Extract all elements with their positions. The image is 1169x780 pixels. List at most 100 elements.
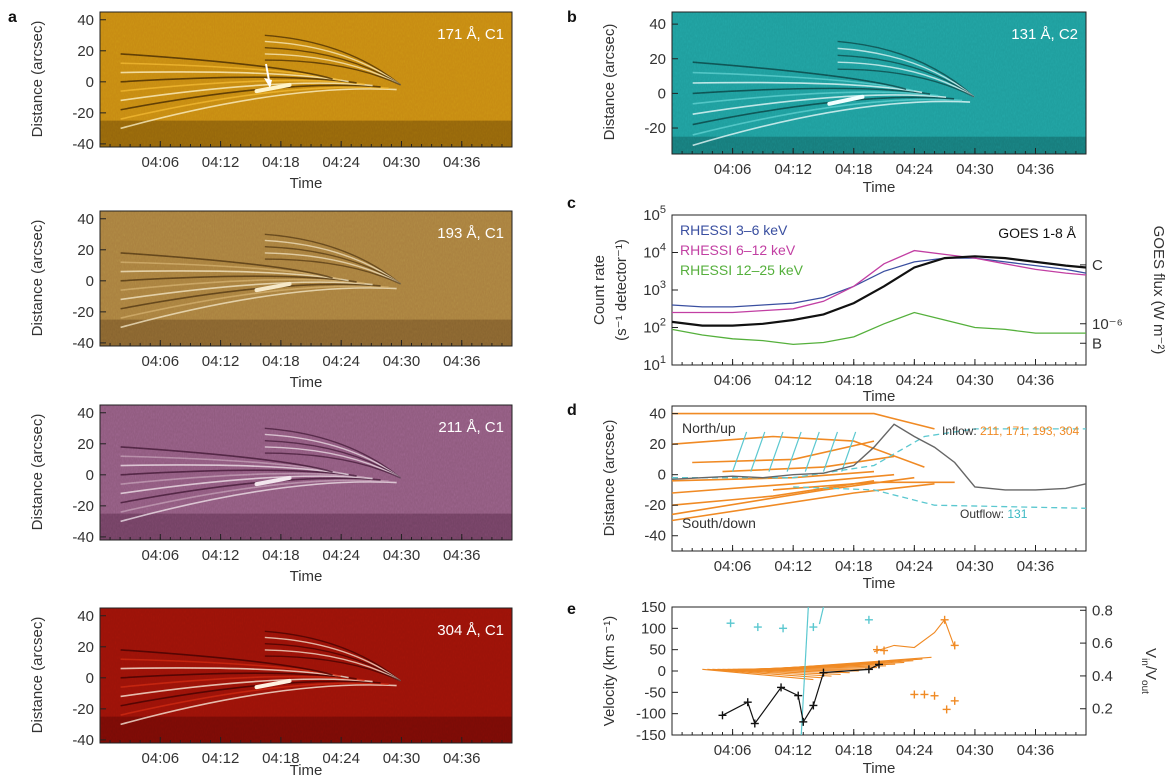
y-tick-label: 0	[658, 663, 666, 680]
inflow-track	[707, 668, 823, 679]
outflow-track	[818, 606, 825, 625]
x-tick-label: 04:06	[714, 742, 752, 759]
x-tick-label: 04:30	[383, 353, 421, 370]
y-tick-label: 20	[77, 639, 94, 656]
inflow-track	[671, 473, 895, 494]
y2-tick-label: 0.2	[1092, 701, 1113, 718]
y-tick-label: 103	[643, 279, 666, 299]
x-tick-label: 04:24	[322, 154, 360, 171]
x-tick-label: 04:30	[956, 161, 994, 178]
x-tick-label: 04:36	[1017, 558, 1055, 575]
x-tick-label: 04:36	[443, 154, 481, 171]
y-tick-label: -100	[636, 706, 666, 723]
y-axis-label: Count rate	[591, 255, 608, 325]
outflow-annotation: Outflow: 131	[960, 507, 1028, 521]
y-axis: 40 20 0 -20 -40	[72, 405, 106, 546]
y-tick-label: 40	[77, 211, 94, 228]
x-axis: 04:06 04:12 04:18 04:24 04:30 04:36	[681, 148, 1077, 178]
x-tick-label: 04:24	[896, 161, 934, 178]
y-tick-label: -20	[72, 304, 94, 321]
panel-letter-a: a	[8, 9, 17, 26]
inflow-annotation: Inflow: 211, 171, 193, 304	[942, 424, 1080, 438]
y-tick-label: 100	[641, 620, 666, 637]
y2-tick-label: 0.6	[1092, 635, 1113, 652]
y-axis: 40 20 0 -20 -40	[72, 608, 106, 749]
y-tick-label: 40	[649, 406, 666, 423]
y-tick-label: 104	[643, 242, 666, 262]
y2-tick-label: 0.8	[1092, 602, 1113, 619]
inflow-track	[671, 480, 875, 506]
y-axis-label: Distance (arcsec)	[601, 420, 618, 537]
x-tick-label: 04:36	[443, 750, 481, 767]
y-axis-label: Velocity (km s⁻¹)	[601, 616, 618, 726]
south-annotation: South/down	[682, 515, 756, 531]
x-tick-label: 04:12	[202, 154, 240, 171]
y-axis: 105 104 103 102 101	[643, 204, 678, 374]
outflow-track	[800, 606, 809, 736]
x-axis-label: Time	[863, 388, 896, 405]
outflow-track	[672, 428, 1086, 479]
y2-tick-label: 0.4	[1092, 668, 1113, 685]
y-axis-label: Distance (arcsec)	[29, 414, 46, 531]
panel-letter-b: b	[567, 9, 577, 26]
x-axis-label: Time	[290, 374, 323, 391]
outflow-track	[793, 486, 1087, 509]
legend-entry: RHESSI 6–12 keV	[680, 242, 796, 258]
inflow-outflow-tracks	[671, 412, 1087, 522]
y-tick-label: 0	[86, 670, 94, 687]
x-tick-label: 04:24	[896, 558, 934, 575]
y-tick-label: 50	[649, 642, 666, 659]
x-tick-label: 04:06	[142, 154, 180, 171]
channel-label: 131 Å, C2	[1011, 26, 1078, 43]
y-tick-label: 105	[643, 204, 666, 224]
x-tick-label: 04:18	[835, 372, 873, 389]
y-tick-label: -20	[72, 105, 94, 122]
series-line	[671, 311, 1086, 346]
y2-axis: 0.8 0.6 0.4 0.2	[1080, 602, 1113, 718]
x-tick-label: 04:18	[835, 161, 873, 178]
y-axis: 40 20 0 -20 -40	[644, 406, 678, 545]
y-tick-label: 101	[643, 354, 666, 374]
panel-c: 105 104 103 102 101 04:06 04:12 04:18 04:24 04:3…	[591, 204, 1167, 405]
x-axis-label: Time	[290, 175, 323, 192]
x-tick-label: 04:18	[262, 353, 300, 370]
outflow-track	[786, 431, 802, 472]
x-axis-label: Time	[290, 568, 323, 585]
y-tick-label: -40	[72, 136, 94, 153]
y-axis-label: Distance (arcsec)	[601, 24, 618, 141]
x-tick-label: 04:36	[1017, 372, 1055, 389]
series-line	[671, 257, 1087, 308]
y-tick-label: 102	[643, 317, 666, 337]
y-axis: 40 20 0 -20 -40	[72, 12, 106, 153]
y-tick-label: 40	[77, 608, 94, 625]
x-tick-label: 04:30	[383, 750, 421, 767]
y-tick-label: 150	[641, 599, 666, 616]
series-line	[671, 255, 1087, 327]
x-axis-label: Time	[863, 575, 896, 592]
x-tick-label: 04:06	[714, 372, 752, 389]
y-axis: 150 100 50 0 -50 -100 -150	[636, 599, 678, 744]
x-tick-label: 04:24	[322, 353, 360, 370]
y-tick-label: 0	[86, 273, 94, 290]
y2-axis-label: Vin/Vout	[1139, 648, 1159, 694]
x-tick-label: 04:36	[1017, 161, 1055, 178]
outflow-track	[841, 431, 857, 472]
inflow-track	[671, 435, 925, 468]
x-tick-label: 04:06	[142, 547, 180, 564]
x-axis: 04:06 04:12 04:18 04:24 04:30 04:36	[109, 340, 503, 370]
series-lines	[671, 249, 1087, 346]
x-tick-label: 04:18	[262, 750, 300, 767]
y-tick-label: -40	[644, 528, 666, 545]
y-tick-label: 20	[77, 242, 94, 259]
x-tick-label: 04:06	[142, 353, 180, 370]
x-tick-label: 04:30	[383, 154, 421, 171]
outflow-track	[822, 431, 839, 472]
x-tick-label: 04:12	[774, 161, 812, 178]
x-tick-label: 04:36	[443, 547, 481, 564]
x-tick-label: 04:06	[142, 750, 180, 767]
y-axis-label: Distance (arcsec)	[29, 617, 46, 734]
x-tick-label: 04:06	[714, 161, 752, 178]
